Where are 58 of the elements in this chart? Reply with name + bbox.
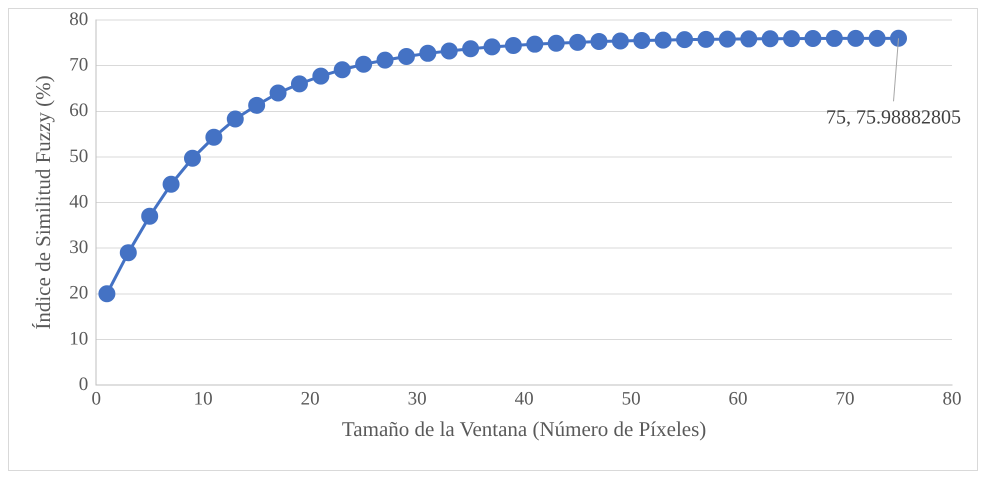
point bbox=[462, 40, 480, 58]
point bbox=[633, 32, 650, 50]
y-tick-label: 80 bbox=[69, 8, 88, 30]
y-tick-label: 10 bbox=[69, 328, 88, 350]
point bbox=[504, 37, 522, 54]
point bbox=[312, 68, 330, 85]
point bbox=[484, 38, 501, 56]
x-tick-label: 70 bbox=[836, 388, 855, 410]
x-tick-label: 30 bbox=[408, 388, 427, 410]
annotation: 75, 75.98882805 bbox=[826, 106, 962, 128]
x-tick-label: 10 bbox=[194, 388, 213, 410]
point bbox=[868, 30, 886, 47]
point bbox=[290, 75, 308, 92]
point bbox=[355, 56, 372, 73]
point bbox=[141, 208, 158, 225]
point bbox=[654, 32, 672, 49]
point bbox=[804, 30, 822, 48]
point bbox=[98, 285, 116, 302]
point bbox=[569, 34, 586, 51]
point bbox=[826, 30, 843, 47]
x-tick-label: 40 bbox=[514, 388, 534, 410]
point bbox=[697, 30, 714, 48]
x-tick-label: 80 bbox=[942, 388, 962, 410]
y-tick-label: 70 bbox=[69, 54, 88, 76]
point bbox=[162, 176, 180, 193]
y-tick-label: 50 bbox=[69, 146, 88, 167]
y-tick-label: 20 bbox=[69, 282, 88, 304]
point bbox=[783, 30, 800, 48]
y-tick-label: 0 bbox=[78, 374, 88, 395]
point bbox=[419, 44, 436, 62]
point bbox=[676, 31, 694, 48]
point bbox=[740, 30, 758, 48]
x-tick-label: 20 bbox=[300, 388, 320, 410]
point bbox=[762, 30, 779, 48]
point bbox=[847, 30, 864, 47]
point bbox=[890, 30, 908, 47]
point bbox=[590, 32, 608, 50]
point bbox=[526, 36, 544, 53]
x-axis-title: Tamaño de la Ventana (Número de Píxeles) bbox=[342, 416, 706, 441]
point bbox=[612, 32, 629, 50]
x-tick-label: 50 bbox=[622, 388, 641, 410]
point bbox=[248, 96, 266, 114]
x-tick-label: 60 bbox=[728, 388, 748, 410]
y-tick-label: 60 bbox=[69, 100, 88, 122]
y-tick-label: 30 bbox=[69, 237, 88, 258]
point bbox=[226, 110, 244, 128]
point bbox=[120, 244, 137, 262]
point bbox=[270, 84, 287, 102]
point bbox=[205, 128, 222, 146]
point bbox=[548, 34, 565, 52]
point bbox=[440, 42, 458, 60]
y-tick-label: 40 bbox=[69, 191, 88, 212]
point bbox=[184, 150, 201, 167]
point bbox=[334, 61, 351, 78]
point bbox=[376, 52, 394, 69]
point bbox=[398, 48, 415, 65]
point bbox=[718, 30, 736, 48]
y-axis-title: Índice de Similitud Fuzzy (%) bbox=[31, 75, 56, 330]
